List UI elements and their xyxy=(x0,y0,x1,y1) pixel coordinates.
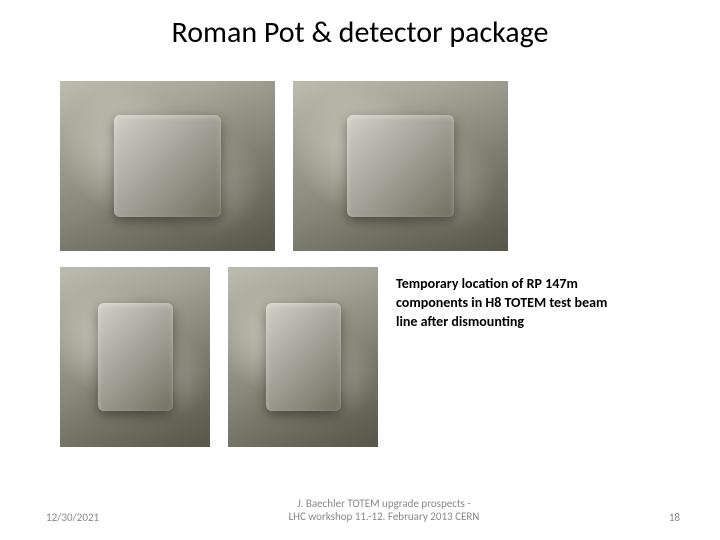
top-image-row xyxy=(0,51,720,261)
slide-footer: 12/30/2021 J. Baechler TOTEM upgrade pro… xyxy=(0,497,720,525)
footer-author-line2: LHC workshop 11.-12. February 2013 CERN xyxy=(139,510,629,524)
image-caption: Temporary location of RP 147m components… xyxy=(396,267,626,332)
slide-title: Roman Pot & detector package xyxy=(0,0,720,51)
photo-equipment-4 xyxy=(228,267,378,447)
photo-equipment-3 xyxy=(60,267,210,447)
footer-center: J. Baechler TOTEM upgrade prospects - LH… xyxy=(99,497,669,525)
bottom-row: Temporary location of RP 147m components… xyxy=(0,261,720,447)
photo-equipment-2 xyxy=(293,81,508,251)
footer-date: 12/30/2021 xyxy=(46,511,99,524)
footer-page-number: 18 xyxy=(669,511,680,524)
photo-equipment-1 xyxy=(60,81,275,251)
footer-author-line1: J. Baechler TOTEM upgrade prospects - xyxy=(139,497,629,511)
